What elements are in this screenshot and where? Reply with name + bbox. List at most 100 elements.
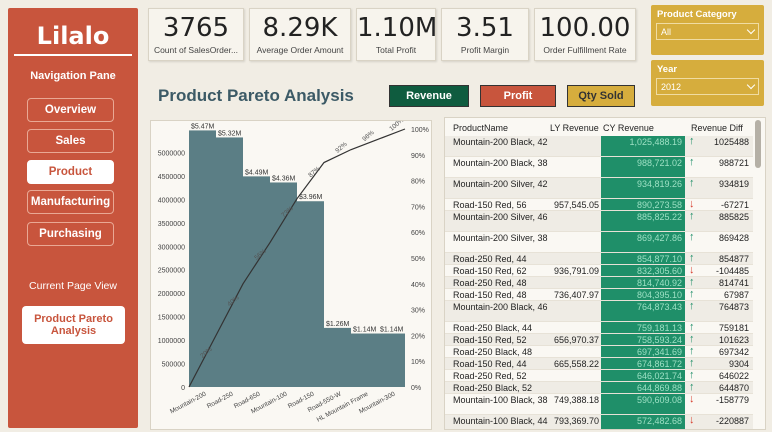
navigation-sidebar: Lilalo Navigation Pane Overview Sales Pr… xyxy=(8,8,138,428)
cy-revenue-cell: 869,427.86 xyxy=(601,232,685,252)
table-row[interactable]: Road-150 Red, 62 936,791.09 832,305.60 ↓ -10… xyxy=(445,265,753,277)
column-header-revenue-diff[interactable]: Revenue Diff xyxy=(691,123,743,133)
nav-purchasing-button[interactable]: Purchasing xyxy=(27,222,114,246)
product-name-cell: Road-250 Red, 44 xyxy=(453,254,527,264)
table-row[interactable]: Mountain-100 Black, 38 749,388.18 590,609.… xyxy=(445,394,753,415)
table-row[interactable]: Road-250 Black, 52 644,869.88 ↑ 644870 xyxy=(445,382,753,394)
table-row[interactable]: Mountain-200 Black, 46 764,873.43 ↑ 764873 xyxy=(445,301,753,322)
column-header-ly-revenue[interactable]: LY Revenue xyxy=(550,123,599,133)
ly-revenue-cell: 736,407.97 xyxy=(553,290,599,300)
arrow-up-icon: ↑ xyxy=(689,231,695,243)
cumulative-line xyxy=(188,128,406,388)
revenue-diff-cell: 759181 xyxy=(718,323,749,333)
table-row[interactable]: Road-250 Black, 48 697,341.69 ↑ 697342 xyxy=(445,346,753,358)
product-name-cell: Road-150 Red, 56 xyxy=(453,200,527,210)
current-page-button[interactable]: Product Pareto Analysis xyxy=(22,306,125,344)
revenue-diff-cell: 67987 xyxy=(723,290,749,300)
current-page-label: Current Page View xyxy=(29,280,117,292)
cy-revenue-cell: 988,721.02 xyxy=(601,157,685,177)
product-name-cell: Mountain-100 Black, 38 xyxy=(453,395,548,405)
revenue-diff-cell: 101623 xyxy=(718,335,749,345)
arrow-down-icon: ↓ xyxy=(689,264,695,276)
cy-revenue-cell: 758,593.24 xyxy=(601,334,685,345)
chevron-down-icon xyxy=(746,25,756,35)
bar-value-label: $5.47M xyxy=(191,123,215,130)
y2-tick-label: 90% xyxy=(411,153,425,160)
table-row[interactable]: Road-150 Red, 44 665,558.22 674,861.72 ↑ 930… xyxy=(445,358,753,370)
product-category-dropdown[interactable]: All xyxy=(656,23,759,40)
page-title: Product Pareto Analysis xyxy=(158,86,354,105)
arrow-down-icon: ↓ xyxy=(689,393,695,405)
cy-revenue-cell: 646,021.74 xyxy=(601,370,685,381)
arrow-up-icon: ↑ xyxy=(689,156,695,168)
kpi-label: Profit Margin xyxy=(460,45,510,55)
arrow-up-icon: ↑ xyxy=(689,381,695,393)
table-header: ProductName LY Revenue CY Revenue Revenu… xyxy=(445,118,753,140)
nav-sales-button[interactable]: Sales xyxy=(27,129,114,153)
column-header-cy-revenue[interactable]: CY Revenue xyxy=(603,123,654,133)
table-row[interactable]: Mountain-200 Silver, 38 869,427.86 ↑ 869428 xyxy=(445,232,753,253)
table-row[interactable]: Mountain-100 Black, 44 793,369.70 572,482.… xyxy=(445,415,753,429)
bar xyxy=(216,137,243,387)
y-tick-label: 1500000 xyxy=(158,315,185,322)
cy-revenue-cell: 759,181.13 xyxy=(601,322,685,333)
table-row[interactable]: Road-250 Red, 48 814,740.92 ↑ 814741 xyxy=(445,277,753,289)
bar xyxy=(351,333,378,387)
y-tick-label: 5000000 xyxy=(158,150,185,157)
kpi-value: 3.51 xyxy=(456,13,514,43)
product-name-cell: Road-150 Red, 48 xyxy=(453,290,527,300)
product-name-cell: Road-150 Red, 62 xyxy=(453,266,527,276)
table-row[interactable]: Road-250 Red, 52 646,021.74 ↑ 646022 xyxy=(445,370,753,382)
table-scrollbar[interactable] xyxy=(755,120,761,168)
y-tick-label: 3000000 xyxy=(158,244,185,251)
y2-tick-label: 70% xyxy=(411,204,425,211)
qty-sold-button[interactable]: Qty Sold xyxy=(567,85,635,107)
arrow-up-icon: ↑ xyxy=(689,357,695,369)
product-category-filter: Product Category All xyxy=(651,5,764,55)
revenue-diff-cell: 1025488 xyxy=(713,137,749,147)
table-row[interactable]: Road-250 Red, 44 854,877.10 ↑ 854877 xyxy=(445,253,753,265)
y-tick-label: 500000 xyxy=(162,362,185,369)
revenue-diff-cell: 697342 xyxy=(718,347,749,357)
bar xyxy=(270,182,297,387)
profit-button[interactable]: Profit xyxy=(480,85,556,107)
arrow-up-icon: ↑ xyxy=(689,369,695,381)
revenue-diff-cell: 814741 xyxy=(718,278,749,288)
table-row[interactable]: Mountain-200 Silver, 42 934,819.26 ↑ 934819 xyxy=(445,178,753,199)
nav-product-button[interactable]: Product xyxy=(27,160,114,184)
product-name-cell: Mountain-200 Silver, 38 xyxy=(453,233,548,243)
table-row[interactable]: Mountain-200 Black, 42 1,025,488.19 ↑ 10254… xyxy=(445,136,753,157)
kpi-value: 1.10M xyxy=(357,13,438,43)
table-row[interactable]: Road-150 Red, 52 656,970.37 758,593.24 ↑ 101… xyxy=(445,334,753,346)
arrow-up-icon: ↑ xyxy=(689,300,695,312)
cy-revenue-cell: 674,861.72 xyxy=(601,358,685,369)
ly-revenue-cell: 749,388.18 xyxy=(553,395,599,405)
bar xyxy=(324,327,351,387)
x-tick-label: Mountain-200 xyxy=(169,390,208,415)
bar-value-label: $1.14M xyxy=(353,327,377,334)
kpi-label: Total Profit xyxy=(375,45,417,55)
revenue-diff-cell: 934819 xyxy=(718,179,749,189)
chevron-down-icon xyxy=(746,80,756,90)
revenue-button[interactable]: Revenue xyxy=(389,85,469,107)
column-header-product[interactable]: ProductName xyxy=(453,123,509,133)
kpi-label: Order Fulfillment Rate xyxy=(543,45,627,55)
bar xyxy=(297,201,324,387)
table-row[interactable]: Mountain-200 Black, 38 988,721.02 ↑ 988721 xyxy=(445,157,753,178)
product-name-cell: Road-150 Red, 52 xyxy=(453,335,527,345)
arrow-up-icon: ↑ xyxy=(689,252,695,264)
table-row[interactable]: Road-150 Red, 48 736,407.97 804,395.10 ↑ 679… xyxy=(445,289,753,301)
x-tick-label: Road-250 xyxy=(206,390,235,410)
table-row[interactable]: Road-250 Black, 44 759,181.13 ↑ 759181 xyxy=(445,322,753,334)
nav-overview-button[interactable]: Overview xyxy=(27,98,114,122)
year-dropdown[interactable]: 2012 xyxy=(656,78,759,95)
table-row[interactable]: Road-150 Red, 56 957,545.05 890,273.58 ↓ -67… xyxy=(445,199,753,211)
kpi-card-profit-margin: 3.51 Profit Margin xyxy=(441,8,529,61)
y-tick-label: 4500000 xyxy=(158,174,185,181)
y2-tick-label: 80% xyxy=(411,179,425,186)
nav-manufacturing-button[interactable]: Manufacturing xyxy=(27,190,114,214)
cy-revenue-cell: 764,873.43 xyxy=(601,301,685,321)
table-row[interactable]: Mountain-200 Silver, 46 885,825.22 ↑ 885825 xyxy=(445,211,753,232)
y2-tick-label: 40% xyxy=(411,282,425,289)
filter-title: Year xyxy=(657,64,678,75)
